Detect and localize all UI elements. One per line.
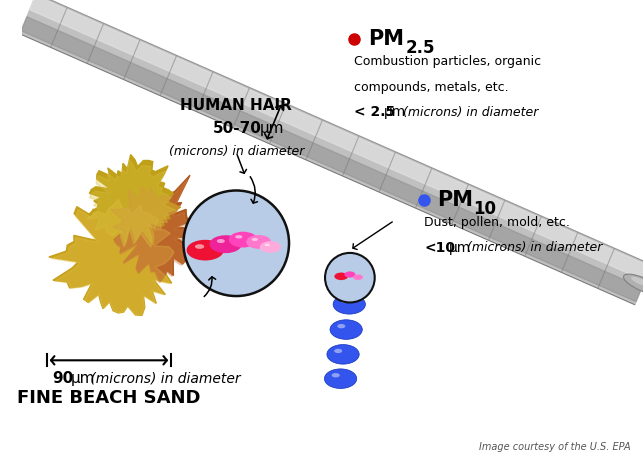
Text: PM: PM [437,190,473,210]
Ellipse shape [186,240,224,260]
Text: 2.5: 2.5 [406,39,435,57]
Text: <10: <10 [424,241,455,255]
Text: HUMAN HAIR: HUMAN HAIR [180,98,292,113]
Text: 50-70: 50-70 [213,121,262,136]
Ellipse shape [344,271,356,278]
Ellipse shape [332,373,340,377]
Text: μm: μm [260,121,284,136]
Ellipse shape [334,349,342,353]
Ellipse shape [325,253,375,302]
Ellipse shape [195,244,204,249]
Text: Dust, pollen, mold, etc.: Dust, pollen, mold, etc. [424,216,570,229]
Text: PM: PM [368,29,404,49]
Ellipse shape [235,235,242,239]
Text: Combustion particles, organic: Combustion particles, organic [354,56,541,68]
Polygon shape [21,17,642,302]
Text: (microns) in diameter: (microns) in diameter [399,106,538,119]
Text: (microns) in diameter: (microns) in diameter [463,241,602,254]
Polygon shape [49,196,176,315]
Text: compounds, metals, etc.: compounds, metals, etc. [354,81,509,94]
Polygon shape [111,175,206,282]
Polygon shape [86,160,177,247]
Polygon shape [111,179,203,283]
Ellipse shape [631,277,643,286]
Text: μm: μm [71,371,95,386]
Text: Image courtesy of the U.S. EPA: Image courtesy of the U.S. EPA [479,442,631,452]
Ellipse shape [338,324,345,328]
Ellipse shape [333,295,365,314]
Ellipse shape [246,235,271,249]
Polygon shape [30,0,643,280]
Ellipse shape [264,244,270,246]
Text: (microns) in diameter: (microns) in diameter [168,145,304,158]
Polygon shape [87,155,181,245]
Ellipse shape [353,274,363,280]
Ellipse shape [334,273,348,280]
Text: FINE BEACH SAND: FINE BEACH SAND [17,389,201,407]
Ellipse shape [330,320,362,339]
Ellipse shape [229,232,257,247]
Text: μm: μm [449,241,471,255]
Ellipse shape [210,235,242,253]
Text: < 2.5: < 2.5 [354,106,395,119]
Ellipse shape [340,299,349,303]
Ellipse shape [325,369,357,388]
Ellipse shape [260,241,281,253]
Text: μm: μm [384,106,406,119]
Text: 10: 10 [473,200,496,218]
Ellipse shape [624,274,643,295]
Polygon shape [51,199,174,315]
Polygon shape [20,0,643,305]
Text: (microns) in diameter: (microns) in diameter [86,372,240,386]
Ellipse shape [327,345,359,364]
Ellipse shape [183,190,289,296]
Ellipse shape [217,239,225,243]
Ellipse shape [252,238,258,241]
Text: 90: 90 [52,371,73,386]
